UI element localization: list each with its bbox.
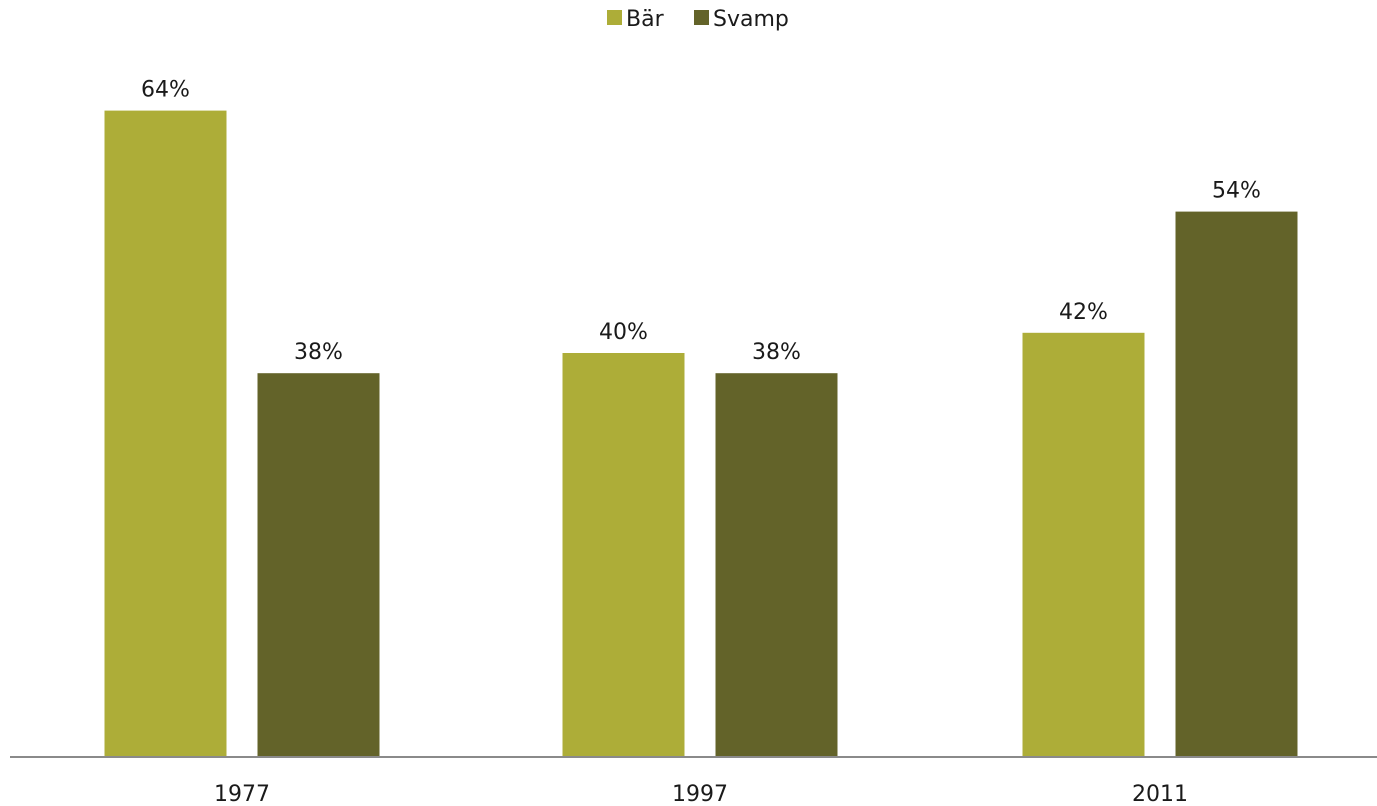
legend-swatch-svamp xyxy=(694,10,709,25)
x-tick-label-1977: 1977 xyxy=(214,782,270,806)
bar-value-label-svamp-2011: 54% xyxy=(1212,179,1261,204)
bar-value-label-bar-1977: 64% xyxy=(141,78,190,103)
x-tick-labels: 1977 1997 2011 xyxy=(214,782,1188,806)
legend: Bär Svamp xyxy=(607,7,789,32)
legend-label-bar: Bär xyxy=(626,7,665,32)
bar-bar-2011 xyxy=(1022,332,1145,757)
bar-svamp-2011 xyxy=(1175,211,1298,758)
bar-value-label-bar-2011: 42% xyxy=(1059,300,1108,325)
bar-labels-group: 64% 38% 40% 38% 42% 54% xyxy=(141,78,1261,366)
bar-svamp-1977 xyxy=(257,373,380,757)
x-tick-label-1997: 1997 xyxy=(672,782,728,806)
legend-swatch-bar xyxy=(607,10,622,25)
bars-group xyxy=(104,110,1298,758)
bar-svamp-1997 xyxy=(715,373,838,757)
bar-value-label-svamp-1977: 38% xyxy=(294,340,343,365)
bar-bar-1977 xyxy=(104,110,227,758)
bar-value-label-bar-1997: 40% xyxy=(599,320,648,345)
bar-value-label-svamp-1997: 38% xyxy=(752,340,801,365)
x-tick-label-2011: 2011 xyxy=(1132,782,1188,806)
legend-label-svamp: Svamp xyxy=(713,7,789,32)
bar-bar-1997 xyxy=(562,353,685,757)
